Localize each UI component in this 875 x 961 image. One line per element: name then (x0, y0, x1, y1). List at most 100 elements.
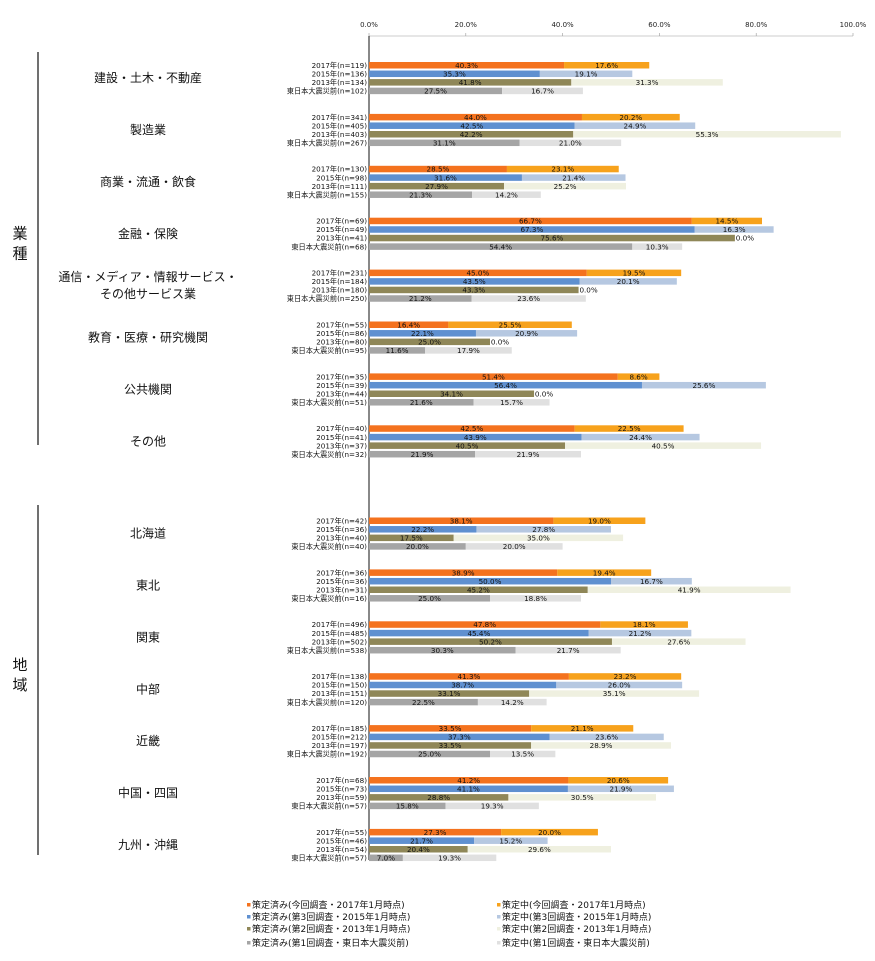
bar-wip (508, 794, 657, 801)
row-label: 2017年(n=185) (312, 724, 368, 733)
bar-wip (473, 399, 550, 406)
bar-wip (588, 629, 692, 637)
group-label: 通信・メディア・情報サービス・ (58, 269, 237, 284)
value-label-wip: 18.8% (524, 594, 547, 603)
legend-swatch (247, 927, 251, 931)
row-label: 東日本大震災前(n=68) (291, 242, 367, 251)
bar-done (369, 846, 468, 853)
value-label-done: 28.8% (427, 793, 450, 802)
bar-done (369, 794, 509, 801)
value-label-wip: 0.0% (579, 286, 597, 295)
bar-done (369, 569, 558, 576)
value-label-wip: 16.7% (531, 87, 554, 96)
bar-wip (549, 733, 664, 741)
row-label: 2013年(n=502) (312, 637, 368, 646)
section-label-char: 業 (12, 225, 27, 243)
bar-wip (694, 226, 774, 233)
bar-wip (573, 131, 841, 138)
bar-done (369, 330, 476, 337)
value-label-wip: 19.4% (593, 568, 616, 577)
row-label: 東日本大震災前(n=16) (291, 594, 367, 603)
group-label: 製造業 (130, 123, 166, 137)
row-label: 2013年(n=197) (312, 741, 368, 750)
bar-wip (425, 347, 512, 354)
bar-wip (448, 321, 572, 328)
section-label-char: 域 (12, 676, 27, 694)
bar-wip (490, 595, 581, 602)
value-label-wip: 20.1% (617, 277, 640, 286)
row-label: 2017年(n=231) (312, 269, 368, 278)
bar-wip (600, 621, 688, 628)
bar-wip (574, 122, 696, 129)
value-label-done: 43.3% (462, 286, 485, 295)
value-label-done: 45.4% (467, 629, 490, 638)
row-label: 東日本大震災前(n=538) (287, 646, 367, 655)
value-label-done: 40.3% (455, 61, 478, 70)
value-label-wip: 16.7% (640, 577, 663, 586)
row-label: 2017年(n=69) (316, 217, 367, 226)
bar-done (369, 269, 587, 277)
value-label-done: 21.9% (411, 450, 434, 459)
bar-done (369, 646, 516, 654)
row-label: 2015年(n=86) (316, 329, 367, 338)
value-label-wip: 21.2% (629, 629, 652, 638)
bar-done (369, 595, 490, 602)
value-label-wip: 24.4% (629, 433, 652, 442)
bar-done (369, 837, 475, 844)
row-label: 2015年(n=405) (312, 121, 368, 130)
bar-done (369, 70, 540, 78)
bar-done (369, 113, 582, 121)
value-label-done: 22.5% (412, 698, 435, 707)
legend-label: 策定済み(第2回調査・2013年1月時点) (252, 923, 410, 935)
bar-wip (557, 569, 652, 576)
bar-done (369, 174, 522, 181)
bar-wip (553, 517, 646, 524)
row-label: 東日本大震災前(n=40) (291, 542, 367, 551)
bar-wip (567, 785, 674, 793)
bar-done (369, 79, 572, 86)
row-label: 2015年(n=36) (316, 525, 367, 534)
value-label-wip: 31.3% (636, 78, 659, 87)
row-label: 東日本大震災前(n=102) (287, 87, 367, 96)
row-label: 2013年(n=111) (312, 182, 368, 191)
bar-wip (617, 373, 660, 380)
value-label-wip: 17.9% (457, 346, 480, 355)
value-label-done: 35.3% (443, 69, 466, 78)
row-label: 東日本大震災前(n=267) (287, 138, 367, 147)
bar-done (369, 425, 575, 432)
value-label-done: 50.2% (479, 637, 502, 646)
group-label: 中国・四国 (118, 785, 178, 800)
legend-label: 策定中(今回調査・2017年1月時点) (502, 899, 646, 911)
value-label-done: 45.2% (467, 585, 490, 594)
bar-done (369, 543, 466, 550)
row-label: 2017年(n=119) (312, 61, 368, 70)
row-label: 2017年(n=130) (312, 165, 368, 174)
value-label-done: 54.4% (489, 242, 512, 251)
value-label-wip: 21.4% (562, 173, 585, 182)
bar-done (369, 338, 490, 346)
bar-wip (474, 837, 548, 844)
value-label-done: 37.3% (448, 733, 471, 742)
value-label-wip: 22.5% (618, 424, 641, 433)
value-label-wip: 21.0% (559, 138, 582, 147)
group-label: 関東 (136, 630, 160, 644)
value-label-wip: 14.2% (501, 698, 524, 707)
bar-wip (564, 62, 650, 69)
value-label-wip: 35.1% (603, 689, 626, 698)
bar-done (369, 433, 582, 441)
value-label-wip: 25.2% (554, 182, 577, 191)
legend-label: 策定中(第2回調査・2013年1月時点) (502, 923, 651, 935)
bar-done (369, 131, 574, 138)
row-label: 2013年(n=44) (316, 389, 367, 398)
x-tick-label: 80.0% (745, 21, 768, 29)
row-label: 2015年(n=150) (312, 681, 368, 690)
bar-wip (453, 534, 624, 542)
value-label-wip: 23.6% (517, 294, 540, 303)
value-label-done: 7.0% (377, 853, 395, 862)
value-label-done: 38.1% (450, 516, 473, 525)
value-label-wip: 0.0% (736, 234, 754, 243)
x-tick-label: 60.0% (648, 21, 671, 29)
row-label: 2013年(n=31) (316, 585, 367, 594)
bar-done (369, 517, 554, 524)
